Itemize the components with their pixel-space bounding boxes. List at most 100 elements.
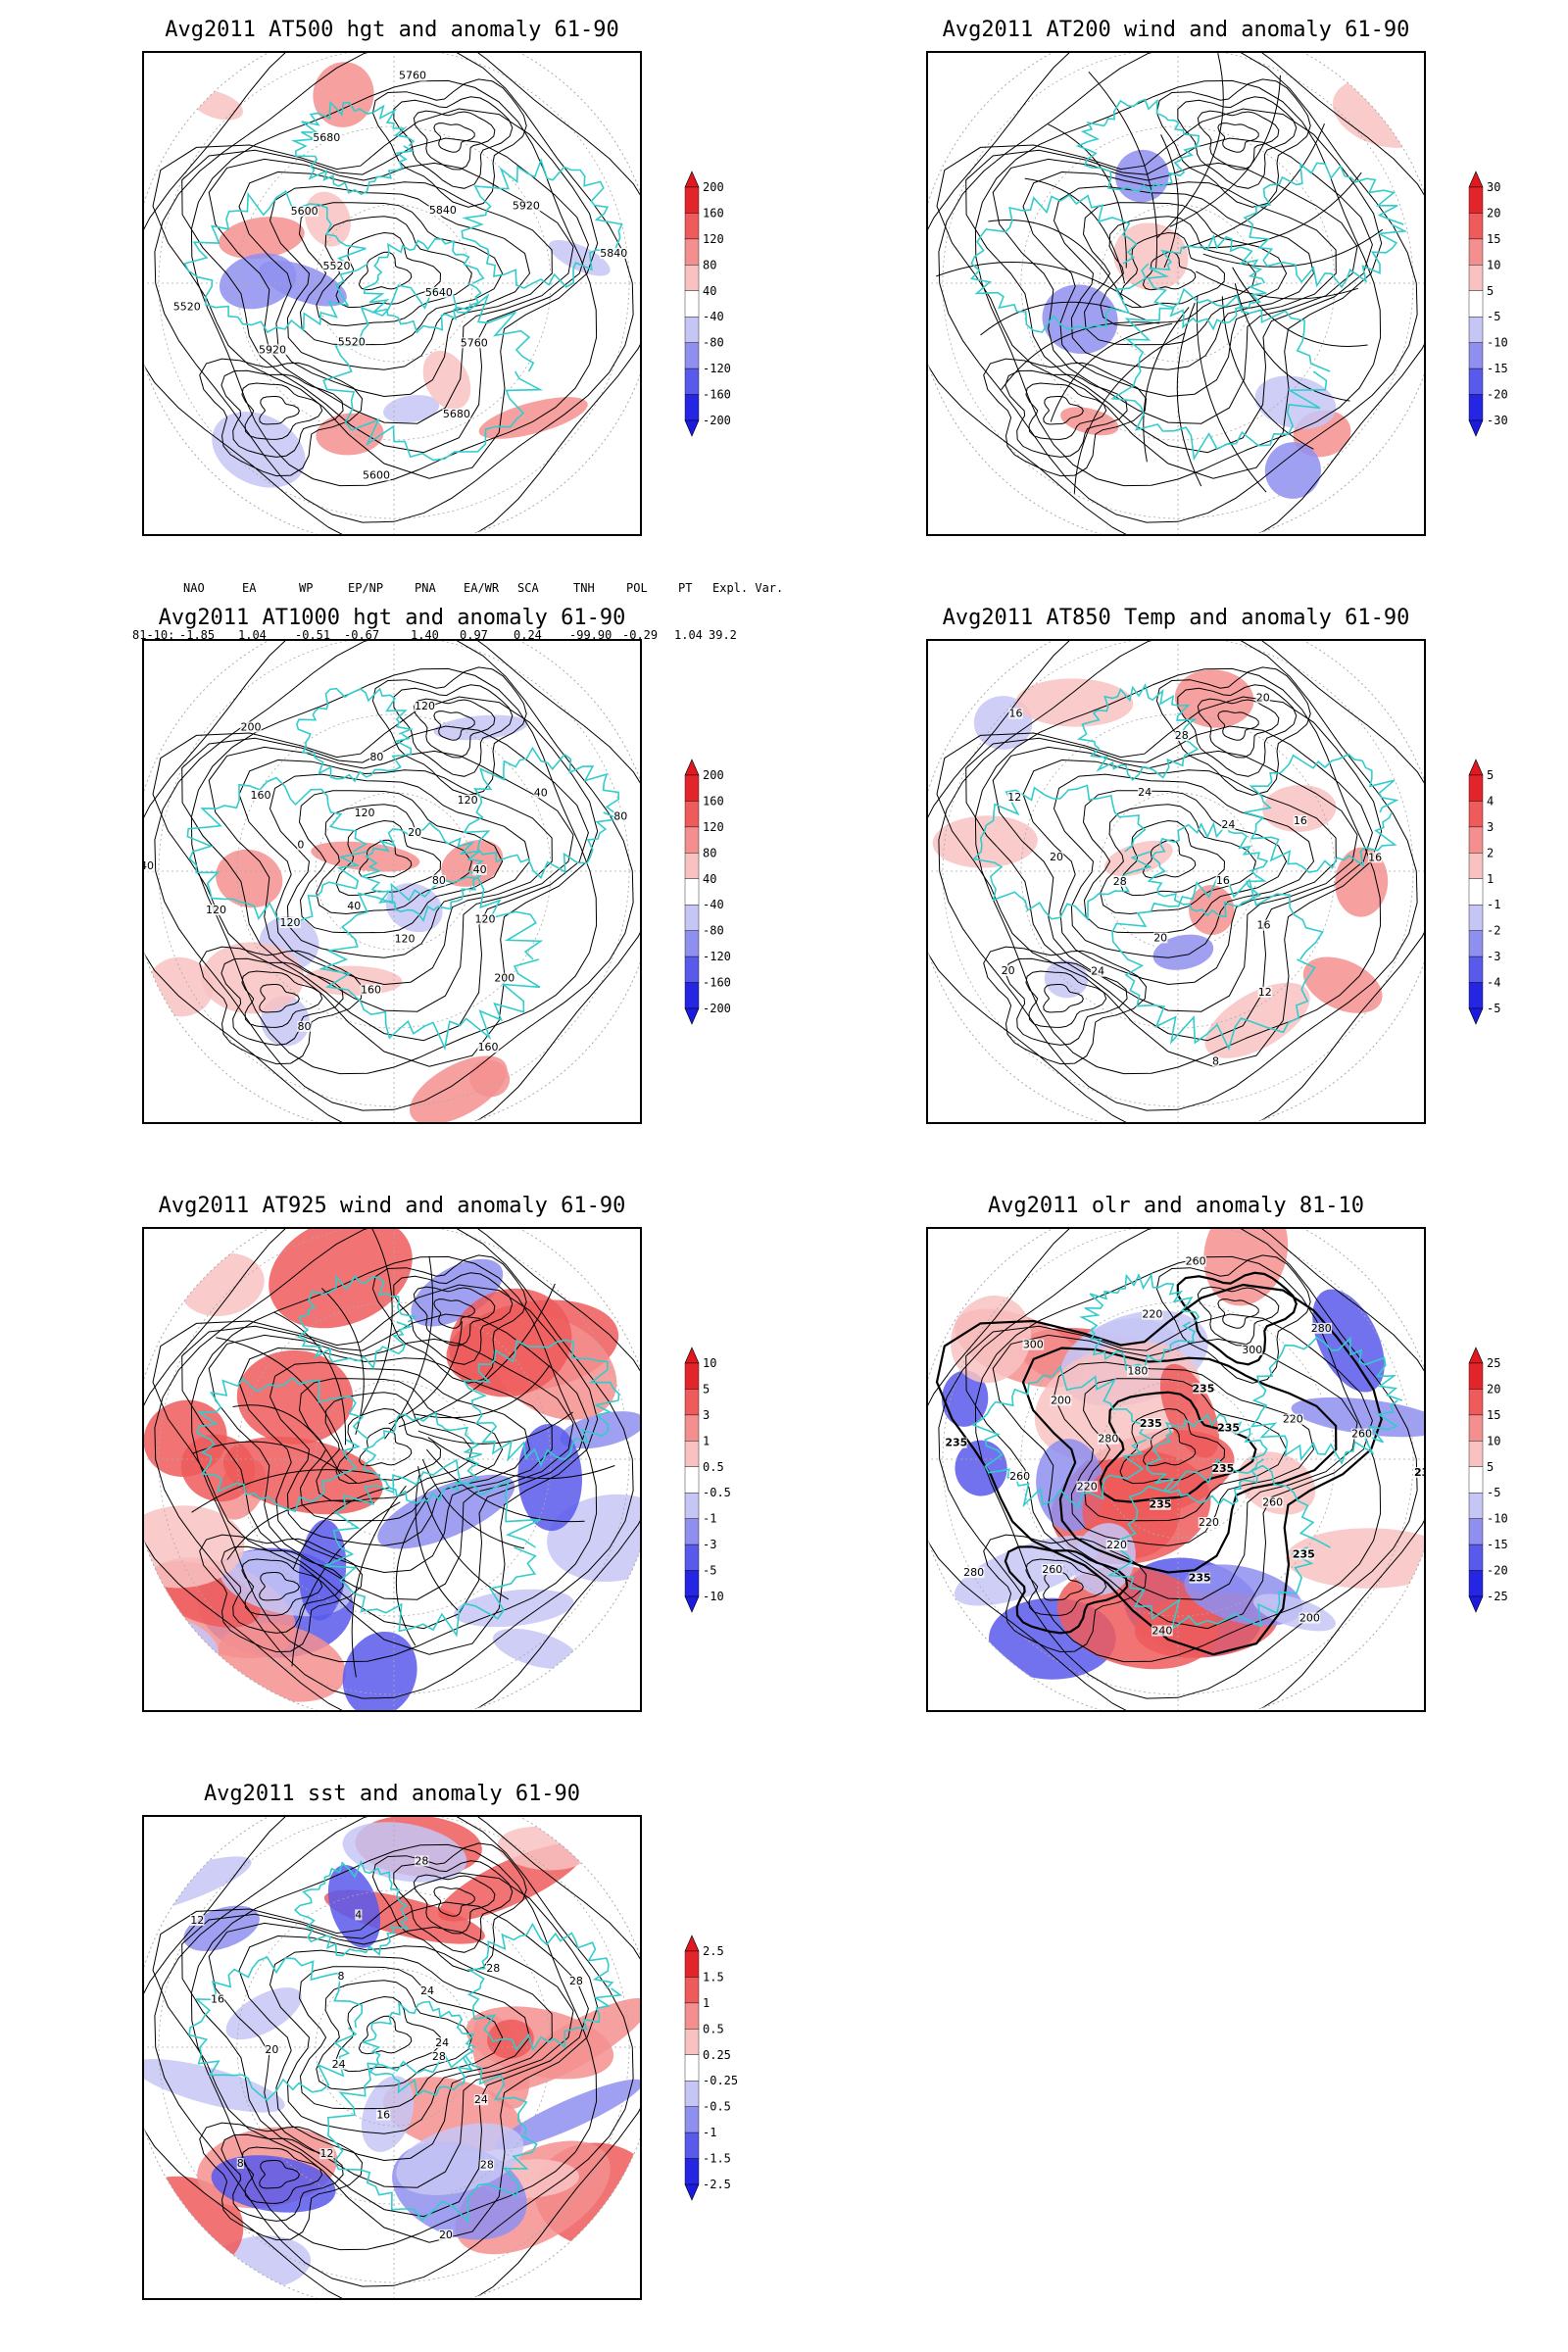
streamline — [415, 1475, 459, 1611]
coastline — [318, 876, 544, 1051]
color-scale-bar: 5 4 3 2 1 -1 -2 -3 -4 -5 — [1468, 759, 1500, 1025]
index-name: Expl. Var. — [712, 581, 784, 595]
contour-label-bg — [398, 70, 427, 81]
color-scale-bar: 10 5 3 1 0.5 -0.5 -1 -3 -5 -10 — [684, 1347, 731, 1613]
coastline — [1147, 233, 1267, 331]
coastline — [461, 157, 623, 289]
scale-band — [1468, 186, 1484, 214]
contour-label-bg — [1198, 1517, 1220, 1529]
contour-line — [259, 396, 300, 425]
streamline — [232, 1404, 341, 1476]
scale-band — [684, 1389, 700, 1416]
scale-label: -120 — [703, 950, 731, 963]
contour-line — [1099, 1391, 1257, 1503]
scale-label: 0.25 — [703, 2048, 731, 2062]
contour-label-bg — [1241, 1344, 1263, 1355]
scale-band — [684, 905, 700, 931]
contour-label: 5640 — [425, 286, 453, 299]
contour-label-bg — [1221, 819, 1236, 831]
scale-band — [1468, 213, 1484, 240]
negative-anomaly-area — [385, 883, 443, 933]
contour-line — [433, 1886, 475, 1917]
contour-label-bg — [1076, 1481, 1099, 1493]
contour-label: 24 — [332, 2058, 346, 2071]
contour-label-bg — [1098, 1433, 1119, 1445]
index-value: 0.24 — [514, 628, 542, 642]
scale-arrow-top — [684, 1347, 700, 1364]
scale-label: 4 — [1487, 794, 1494, 808]
index-name: PNA — [415, 581, 436, 595]
contour-line — [1053, 1361, 1315, 1546]
scale-label: -0.5 — [703, 1486, 731, 1499]
contour-label: 260 — [1351, 1428, 1372, 1441]
contour-line — [974, 667, 1382, 1075]
negative-anomaly-area — [377, 1474, 515, 1549]
panel-title: Avg2011 AT500 hgt and anomaly 61-90 — [165, 18, 619, 42]
scale-label: -25 — [1487, 1590, 1508, 1603]
negative-anomaly-area — [433, 714, 528, 741]
contour-label: 5920 — [513, 199, 540, 212]
contour-line — [144, 53, 640, 534]
contour-label: 5600 — [363, 468, 390, 481]
scale-label: 30 — [1487, 180, 1500, 194]
contour-line — [199, 358, 364, 477]
scale-arrow-bottom — [684, 1595, 700, 1613]
index-name: EA — [242, 581, 257, 595]
positive-anomaly-area — [216, 849, 283, 908]
streamline — [291, 1501, 401, 1667]
color-scale-bar: 25 20 15 10 5 -5 -10 -15 -20 -25 — [1468, 1347, 1508, 1613]
scale-band — [1468, 801, 1484, 828]
contour-label: 220 — [1283, 1413, 1303, 1426]
scale-label: 1.5 — [703, 1970, 724, 1984]
map-frame: 16 16 12 8 20 24 20 28 20 12 16 24 28 20 24 16 16 — [926, 639, 1426, 1124]
contour-label-bg — [613, 810, 628, 822]
contour-line — [298, 202, 504, 346]
contour-label-bg — [1152, 932, 1168, 944]
color-scale-bar: 200 160 120 80 40 -40 -80 -120 -160 -200 — [684, 759, 731, 1025]
scale-label: 15 — [1487, 232, 1500, 246]
contour-label: 16 — [211, 1993, 224, 2006]
streamline — [1176, 302, 1202, 487]
contour-label: 120 — [415, 700, 435, 712]
contour-label: 16 — [1368, 851, 1382, 863]
scale-label: -20 — [1487, 388, 1508, 402]
contour-line — [335, 1407, 442, 1485]
contour-label-bg — [472, 864, 487, 876]
contour-line — [1155, 1254, 1311, 1384]
negative-anomaly-area — [411, 1258, 504, 1327]
scale-label: 5 — [1487, 284, 1494, 298]
index-name: NAO — [183, 581, 205, 595]
scale-label: 40 — [703, 284, 716, 298]
negative-anomaly-area — [954, 1535, 1100, 1606]
contour-line — [238, 759, 553, 986]
contour-label-bg — [494, 972, 515, 984]
index-value: -99.90 — [569, 628, 612, 642]
contour-line — [154, 1817, 634, 2287]
scale-label: 20 — [1487, 206, 1500, 220]
negative-anomaly-area — [327, 1865, 380, 1948]
streamline — [421, 1458, 525, 1549]
contour-line — [1043, 1572, 1084, 1601]
contour-line — [238, 1935, 553, 2162]
positive-anomaly-area — [441, 840, 504, 887]
contour-line — [208, 746, 574, 1012]
contour-label: 260 — [1262, 1496, 1283, 1509]
contour-label-bg — [1310, 1322, 1333, 1334]
index-value: 1.40 — [411, 628, 439, 642]
scale-band — [684, 2002, 700, 2030]
contour-line — [1197, 110, 1280, 171]
contour-label-bg — [360, 984, 382, 996]
polar-map: 5640 5760 5680 5600 5520 5920 5520 5520 5600 5680… — [144, 53, 640, 534]
contour-label: 5760 — [461, 336, 488, 349]
color-scale: 2.5 1.5 1 0.5 0.25 -0.25 -0.5 -1 -1.5 -2.5 — [681, 1935, 740, 2201]
contour-line — [152, 1872, 599, 2243]
contour-label: 28 — [1113, 875, 1127, 888]
contour-line — [335, 1995, 442, 2073]
scale-band — [1468, 265, 1484, 291]
contour-label: 8 — [237, 2157, 244, 2170]
contour-label: 16 — [376, 2108, 390, 2121]
contour-label: 200 — [494, 972, 514, 985]
contour-line — [928, 53, 1424, 534]
contour-label: 235 — [1140, 1417, 1162, 1430]
map-frame: 5640 5760 5680 5600 5520 5920 5520 5520 5600 5680… — [142, 51, 642, 536]
